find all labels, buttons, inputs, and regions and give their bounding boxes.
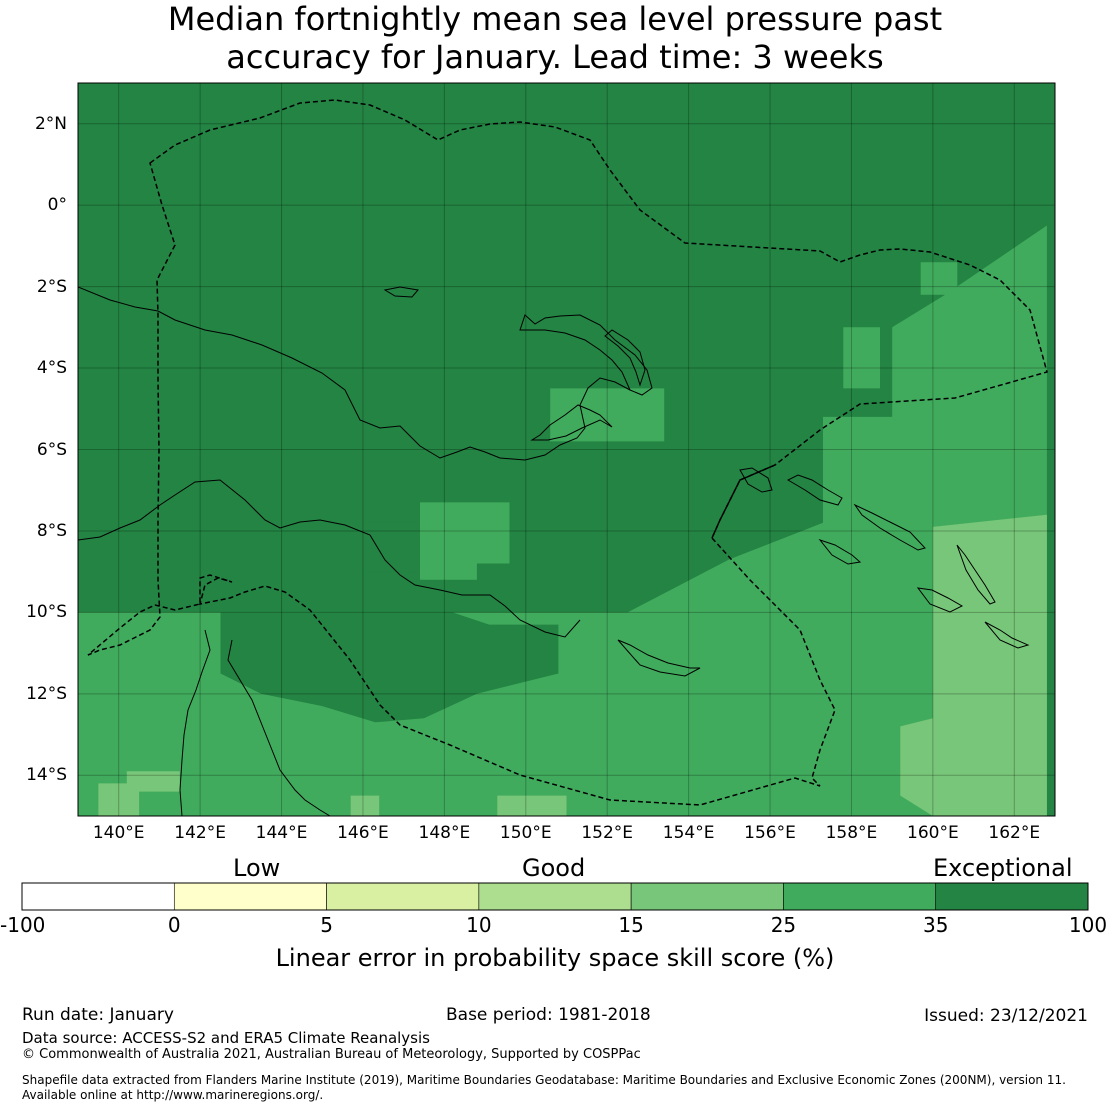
colorbar-tick: 15 — [618, 913, 644, 937]
lon-tick-label: 140°E — [92, 823, 145, 843]
skill-region-3 — [920, 262, 958, 295]
skill-region-4 — [420, 502, 510, 580]
lat-tick-label: 2°S — [36, 276, 67, 297]
eez-solomon-boundary — [711, 464, 776, 539]
colorbar-segment — [630, 882, 784, 911]
coastline-cape-york-east — [227, 639, 331, 816]
lon-tick-label: 146°E — [337, 823, 389, 843]
skill-region-10 — [497, 795, 567, 816]
shapefile-credit-line-1: Shapefile data extracted from Flanders M… — [22, 1073, 1066, 1087]
lat-tick-label: 0° — [47, 195, 67, 216]
coastline-papua-south — [78, 479, 581, 638]
coastline-new-guinea — [78, 286, 653, 461]
skill-region-9 — [126, 771, 180, 792]
figure-title: Median fortnightly mean sea level pressu… — [0, 0, 1110, 76]
lat-tick-label: 2°N — [34, 113, 67, 134]
colorbar-tick: 0 — [167, 913, 181, 937]
coastline-louisiade — [617, 639, 701, 677]
colorbar-segment — [478, 882, 632, 911]
coastline-cape-york — [179, 629, 211, 816]
lon-tick-label: 152°E — [581, 823, 634, 843]
shapefile-credit-line-2: Available online at http://www.marinereg… — [22, 1088, 324, 1102]
skill-regions — [78, 225, 1047, 816]
eez-boundaries — [87, 99, 1048, 806]
colorbar-tick: 35 — [922, 913, 949, 937]
lon-tick-label: 144°E — [255, 823, 308, 843]
map-frame — [77, 82, 1056, 817]
coastlines — [78, 286, 1030, 816]
lat-tick-label: 10°S — [26, 602, 67, 623]
colorbar-title: Linear error in probability space skill … — [275, 944, 835, 972]
eez-png-boundary — [87, 99, 1048, 806]
coastline-solomon-2 — [853, 503, 926, 551]
coastline-guadalcanal — [916, 587, 964, 613]
lon-tick-label: 160°E — [907, 823, 959, 843]
title-line-2: accuracy for January. Lead time: 3 weeks — [226, 38, 884, 76]
skill-region-11 — [350, 795, 380, 816]
skill-region-1 — [550, 388, 665, 442]
lon-tick-label: 150°E — [499, 823, 552, 843]
colorbar-tick: 5 — [320, 913, 333, 937]
lat-tick-label: 6°S — [36, 439, 67, 460]
colorbar — [21, 882, 1089, 911]
lon-tick-label: 154°E — [662, 823, 715, 843]
colorbar-segment — [21, 882, 175, 911]
coastline-new-ireland — [604, 329, 646, 387]
lon-tick-label: 148°E — [418, 823, 471, 843]
legend-category-low: Low — [233, 854, 281, 882]
skill-region-2 — [843, 327, 880, 389]
colorbar-segment — [783, 882, 937, 911]
map-area — [78, 83, 1055, 816]
legend-category-good: Good — [522, 854, 586, 882]
colorbar-tick: 100 — [1068, 913, 1108, 937]
lon-tick-label: 156°E — [744, 823, 796, 843]
lon-tick-label: 162°E — [988, 823, 1041, 843]
skill-region-5 — [220, 612, 559, 723]
legend-category-exceptional: Exceptional — [933, 854, 1073, 882]
lat-tick-label: 8°S — [36, 520, 67, 541]
coastline-new-georgia — [818, 538, 862, 565]
lon-tick-label: 142°E — [174, 823, 226, 843]
data-source: Data source: ACCESS-S2 and ERA5 Climate … — [22, 1029, 430, 1047]
skill-region-6 — [363, 522, 420, 572]
lat-tick-label: 4°S — [36, 358, 67, 379]
lat-tick-label: 12°S — [26, 683, 67, 704]
title-line-1: Median fortnightly mean sea level pressu… — [167, 0, 943, 38]
run-date: Run date: January — [22, 1005, 174, 1025]
colorbar-tick: 25 — [770, 913, 797, 937]
colorbar-segment — [173, 882, 327, 911]
colorbar-tick: 10 — [466, 913, 492, 937]
coastline-manus — [383, 286, 419, 298]
colorbar-frame — [21, 882, 1089, 911]
lon-tick-label: 158°E — [825, 823, 878, 843]
skill-region-7 — [900, 514, 1047, 816]
graticule — [78, 83, 1055, 816]
issued-date: Issued: 23/12/2021 — [924, 1006, 1088, 1026]
coastline-solomon-1 — [786, 474, 843, 506]
copyright: © Commonwealth of Australia 2021, Austra… — [22, 1047, 641, 1062]
lat-tick-label: 14°S — [26, 765, 67, 786]
colorbar-segment — [326, 882, 480, 911]
coastline-bougainville — [739, 467, 773, 493]
colorbar-segment — [935, 882, 1089, 911]
coastline-malaita — [956, 544, 996, 605]
colorbar-tick: -100 — [0, 913, 46, 937]
coastline-new-britain — [530, 404, 613, 441]
coastline-makira — [984, 621, 1030, 649]
base-period: Base period: 1981-2018 — [446, 1005, 651, 1025]
